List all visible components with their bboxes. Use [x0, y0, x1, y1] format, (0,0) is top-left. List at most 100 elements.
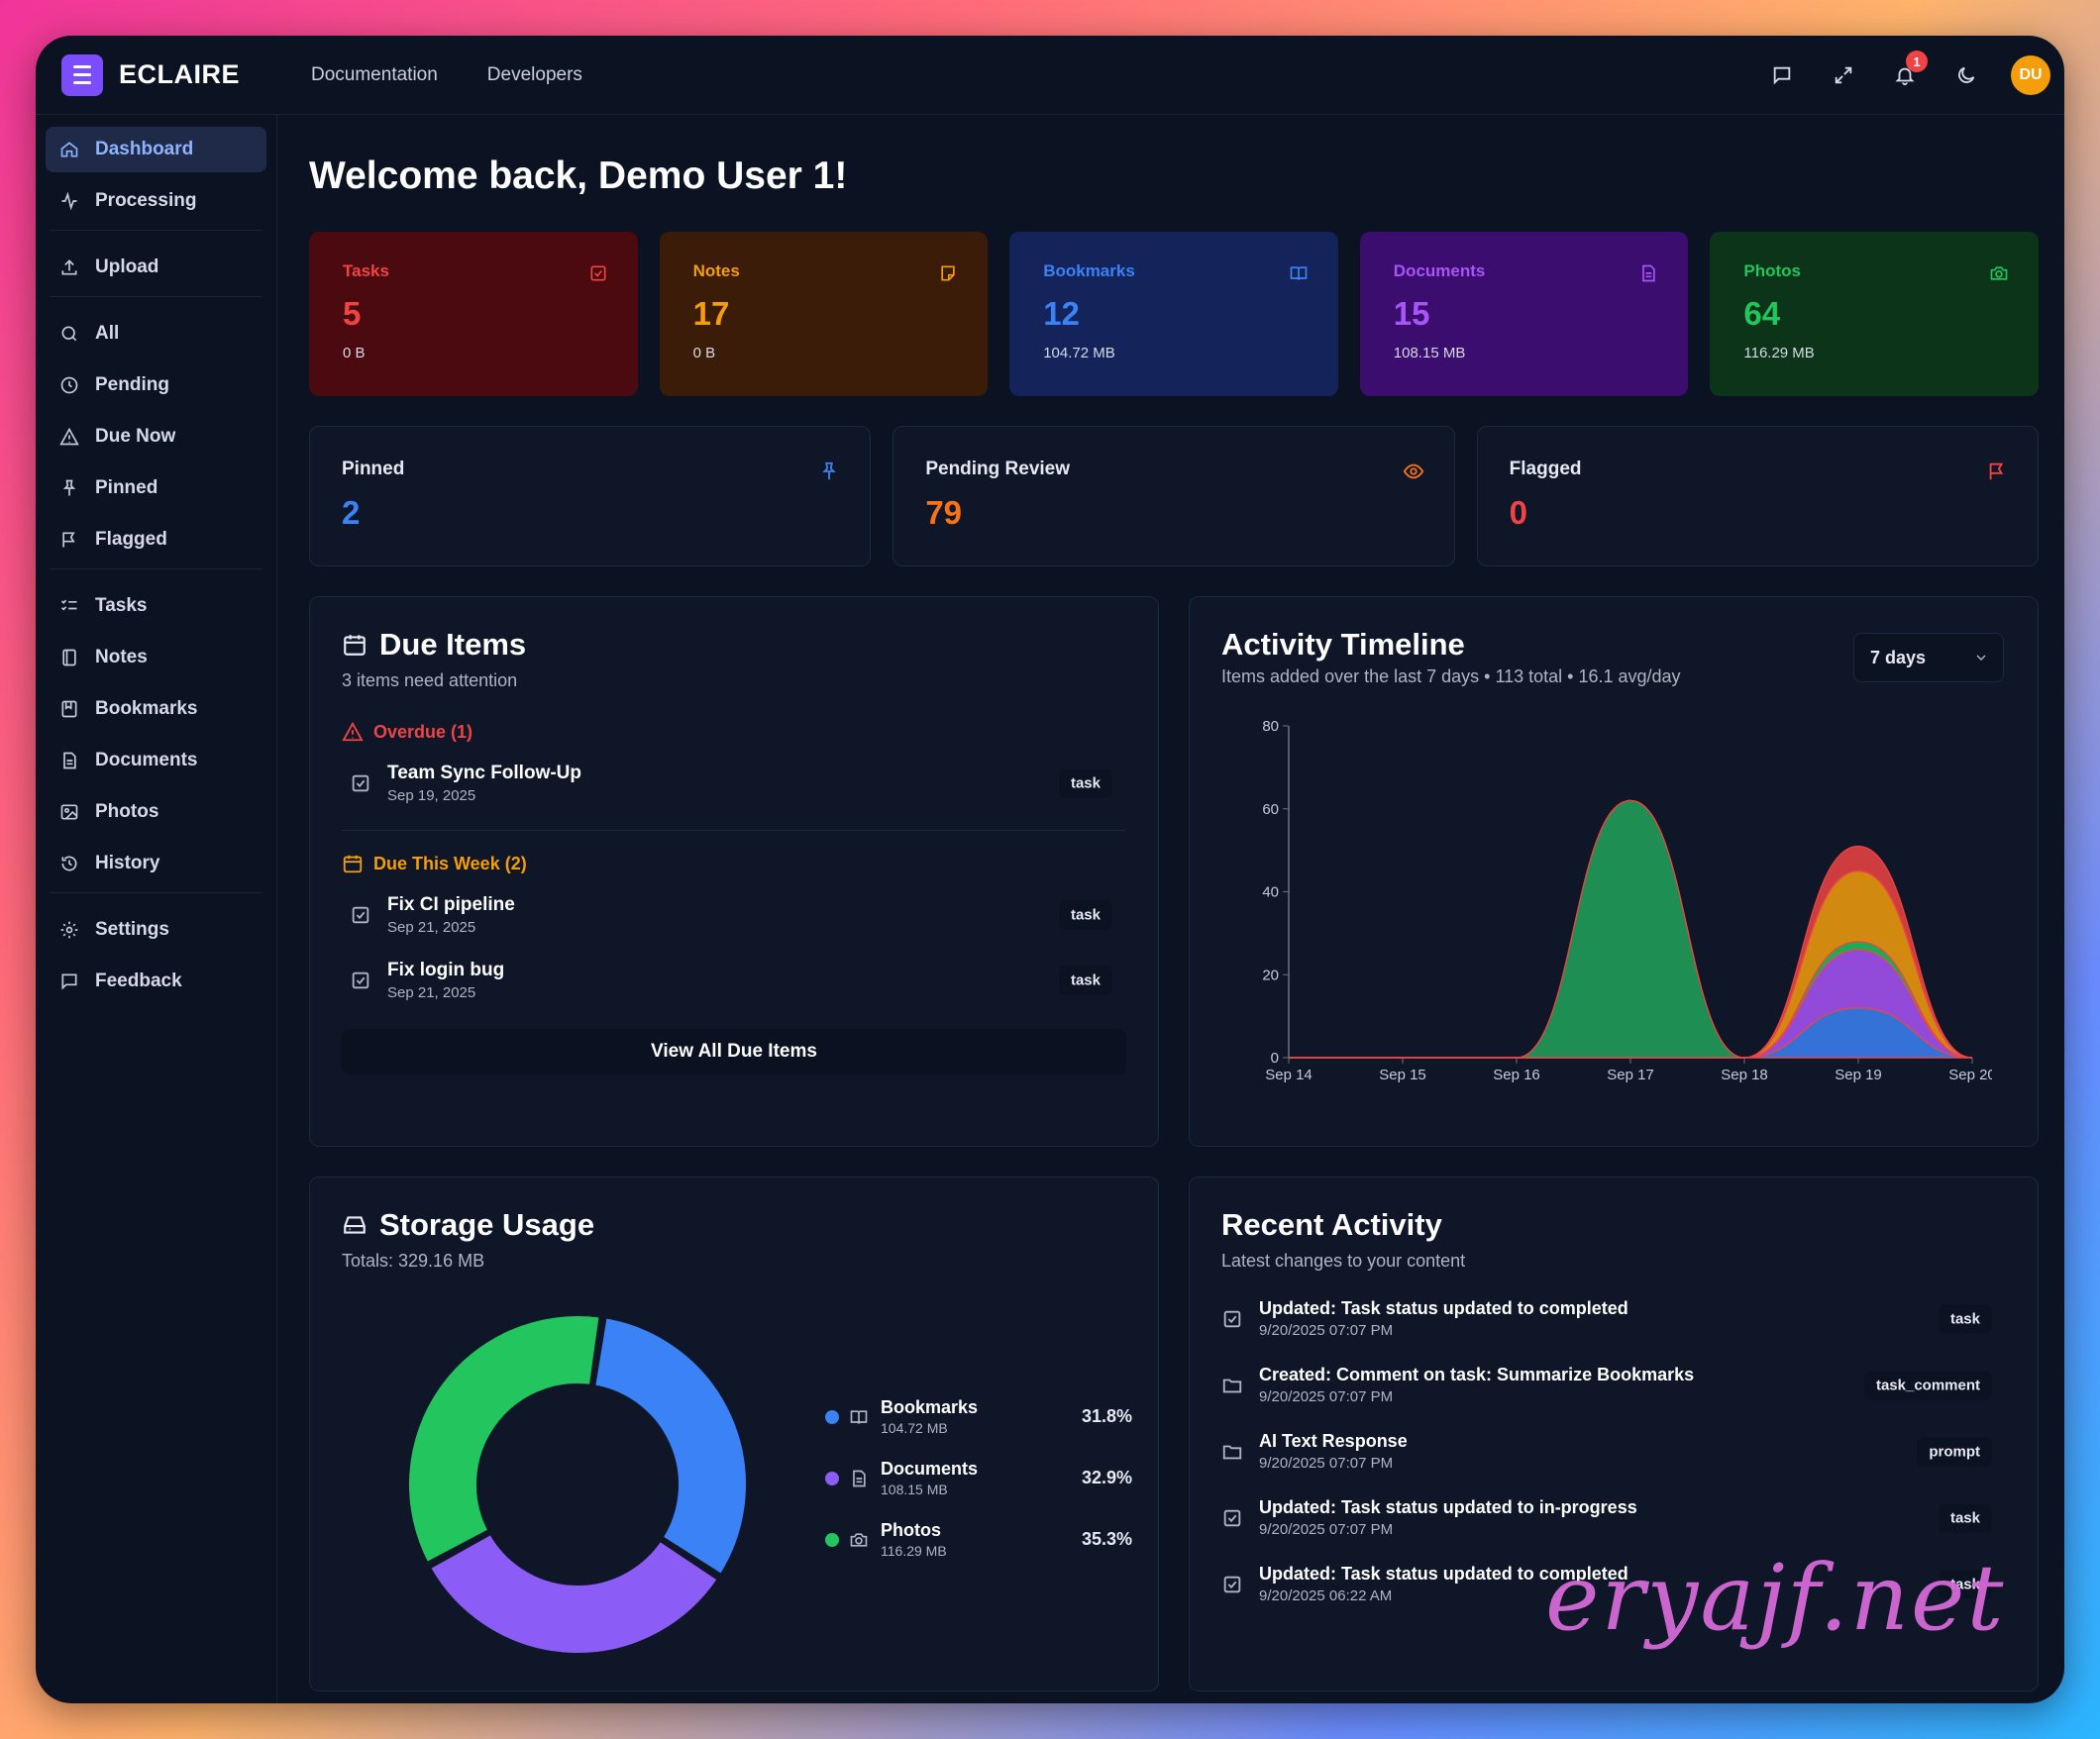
type-tag: prompt — [1917, 1437, 1992, 1466]
stat-size: 104.72 MB — [1043, 345, 1115, 361]
sidebar-item-upload[interactable]: Upload — [46, 245, 266, 290]
storage-usage-title: Storage Usage — [342, 1207, 1126, 1243]
x-tick-label: Sep 18 — [1721, 1067, 1768, 1083]
sticky-note-icon — [938, 263, 958, 288]
status-card-flagged[interactable]: Flagged 0 — [1476, 426, 2039, 566]
due-item-title: Team Sync Follow-Up — [387, 763, 582, 783]
chat-icon[interactable] — [1765, 58, 1799, 92]
x-tick-label: Sep 14 — [1265, 1067, 1312, 1083]
sidebar-item-label: All — [95, 323, 120, 344]
type-tag: task — [1058, 966, 1112, 995]
sidebar-item-processing[interactable]: Processing — [46, 178, 266, 224]
activity-item[interactable]: Updated: Task status updated to in-progr… — [1221, 1484, 2006, 1551]
due-items-card: Due Items 3 items need attention Overdue… — [309, 596, 1159, 1147]
donut-slice-documents — [426, 1530, 722, 1657]
stat-label: Notes — [692, 261, 740, 280]
app-window: ECLAIRE Documentation Developers 1 DU Da… — [36, 36, 2064, 1703]
type-tag: task — [1938, 1503, 1992, 1532]
sidebar-item-label: Settings — [95, 919, 169, 940]
activity-icon — [61, 191, 77, 211]
sidebar-item-label: Flagged — [95, 529, 167, 550]
view-all-due-button[interactable]: View All Due Items — [342, 1029, 1126, 1074]
stat-count: 12 — [1043, 295, 1080, 332]
status-card-pinned[interactable]: Pinned 2 — [309, 426, 872, 566]
sidebar-item-label: Photos — [95, 801, 159, 822]
image-icon — [60, 804, 78, 820]
x-tick-label: Sep 19 — [1835, 1067, 1882, 1083]
due-item[interactable]: Fix login bug Sep 21, 2025 task — [342, 948, 1126, 1013]
sidebar-item-photos[interactable]: Photos — [46, 789, 266, 835]
sidebar-item-due-now[interactable]: Due Now — [46, 414, 266, 460]
type-tag: task — [1938, 1304, 1992, 1333]
activity-item[interactable]: AI Text Response 9/20/2025 07:07 PM promp… — [1221, 1418, 2006, 1484]
sidebar-item-pinned[interactable]: Pinned — [46, 465, 266, 511]
y-tick-label: 40 — [1262, 884, 1279, 901]
stat-label: Tasks — [343, 261, 389, 280]
check-square-icon — [588, 263, 608, 288]
due-item-title: Fix CI pipeline — [387, 894, 515, 915]
sidebar-item-all[interactable]: All — [46, 311, 266, 357]
legend-name: Bookmarks — [881, 1397, 979, 1417]
sidebar-item-dashboard[interactable]: Dashboard — [46, 127, 266, 172]
stat-label: Documents — [1393, 261, 1486, 280]
book-open-icon — [1289, 263, 1309, 288]
type-tag: task — [1058, 900, 1112, 930]
stat-card-notes[interactable]: Notes 17 0 B — [659, 232, 989, 396]
stat-label: Photos — [1743, 261, 1801, 280]
activity-timeline-card: Activity Timeline Items added over the l… — [1189, 596, 2039, 1147]
sidebar-item-history[interactable]: History — [46, 841, 266, 886]
y-tick-label: 80 — [1262, 718, 1279, 735]
due-item[interactable]: Team Sync Follow-Up Sep 19, 2025 task — [342, 751, 1126, 816]
legend-dot — [825, 1532, 839, 1547]
sidebar-item-feedback[interactable]: Feedback — [46, 959, 266, 1004]
activity-item[interactable]: Updated: Task status updated to complete… — [1221, 1551, 2006, 1617]
due-items-title-text: Due Items — [379, 627, 527, 662]
range-select[interactable]: 7 days — [1853, 633, 2004, 682]
sidebar-item-pending[interactable]: Pending — [46, 362, 266, 408]
page-title: Welcome back, Demo User 1! — [309, 154, 848, 197]
sidebar-item-label: History — [95, 853, 160, 873]
activity-date: 9/20/2025 07:07 PM — [1259, 1521, 1394, 1538]
stat-size: 0 B — [343, 345, 366, 361]
file-icon — [63, 752, 76, 769]
sidebar-item-notes[interactable]: Notes — [46, 635, 266, 680]
activity-date: 9/20/2025 07:07 PM — [1259, 1455, 1394, 1472]
app-logo[interactable]: ECLAIRE — [61, 53, 279, 96]
stat-count: 5 — [343, 295, 362, 332]
check-square-icon — [352, 774, 369, 792]
due-items-subtitle: 3 items need attention — [342, 670, 518, 690]
stat-card-bookmarks[interactable]: Bookmarks 12 104.72 MB — [1009, 232, 1338, 396]
sidebar-item-documents[interactable]: Documents — [46, 738, 266, 783]
expand-icon[interactable] — [1827, 58, 1860, 92]
due-item[interactable]: Fix CI pipeline Sep 21, 2025 task — [342, 882, 1126, 948]
stat-card-tasks[interactable]: Tasks 5 0 B — [309, 232, 638, 396]
nav-documentation[interactable]: Documentation — [311, 63, 438, 85]
check-square-icon — [352, 906, 369, 924]
legend-name: Photos — [881, 1520, 941, 1540]
stat-card-documents[interactable]: Documents 15 108.15 MB — [1359, 232, 1689, 396]
sidebar-item-tasks[interactable]: Tasks — [46, 583, 266, 629]
file-icon — [1638, 263, 1658, 288]
y-tick-label: 0 — [1271, 1050, 1279, 1067]
activity-item[interactable]: Updated: Task status updated to complete… — [1221, 1285, 2006, 1352]
sidebar: Dashboard Processing Upload All Pending … — [36, 115, 277, 1703]
sidebar-item-flagged[interactable]: Flagged — [46, 517, 266, 563]
status-card-pending-review[interactable]: Pending Review 79 — [892, 426, 1455, 566]
activity-title: Updated: Task status updated to complete… — [1259, 1564, 1628, 1584]
status-count: 79 — [925, 494, 963, 531]
top-actions: 1 DU — [1765, 36, 2050, 115]
nav-developers[interactable]: Developers — [486, 63, 582, 85]
stat-card-photos[interactable]: Photos 64 116.29 MB — [1710, 232, 2039, 396]
bell-icon[interactable]: 1 — [1888, 51, 1928, 92]
activity-item[interactable]: Created: Comment on task: Summarize Book… — [1221, 1352, 2006, 1418]
sidebar-item-settings[interactable]: Settings — [46, 907, 266, 953]
x-tick-label: Sep 20 — [1948, 1067, 1992, 1083]
moon-icon[interactable] — [1949, 58, 1983, 92]
sidebar-item-bookmarks[interactable]: Bookmarks — [46, 686, 266, 732]
avatar[interactable]: DU — [2011, 55, 2050, 95]
activity-title: AI Text Response — [1259, 1431, 1408, 1451]
sidebar-item-label: Due Now — [95, 426, 176, 447]
sidebar-item-label: Processing — [95, 190, 197, 211]
stat-count: 15 — [1393, 295, 1430, 332]
due-item-date: Sep 21, 2025 — [387, 984, 476, 1001]
